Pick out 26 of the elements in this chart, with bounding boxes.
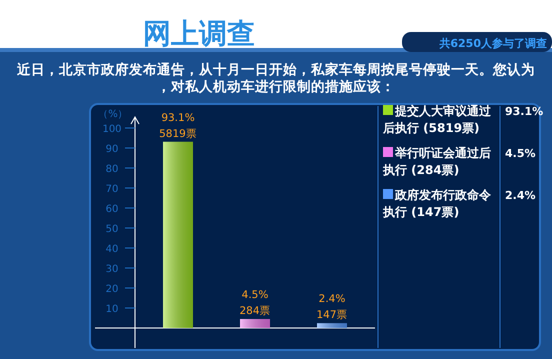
y-tick-label: 10 [106,304,118,315]
text: 4.5% [505,147,536,160]
text: 共6250人参与了调查 [438,37,547,50]
y-tick-label: 80 [106,164,118,175]
data-label: 93.1% [161,112,195,124]
y-tick-label: 30 [106,264,118,275]
annotation: 5819票 [159,128,197,140]
chart-subtitle: 近日，北京市政府发布通告，从十月一日开始，私家车每周按尾号停驶一天。您认为，对私人机动车进行限制的措施应该： [16,61,535,95]
annotation: 284票 [239,305,271,317]
legend-label: 提交人大审议通过后执行 (5819票) [382,104,492,135]
y-tick-label: 40 [106,244,118,255]
y-tick-label: 70 [106,184,118,195]
data-label: 4.5% [242,289,268,301]
data-label: 2.4% [318,293,346,306]
legend-label: 举行听证会通过后执行 (284票) [382,146,491,177]
y-tick-label: 60 [106,204,118,215]
text: 2.4% [505,189,536,202]
chart-title: 网上调查 [143,17,255,50]
y-tick-label: 100 [102,124,122,135]
legend-label: 政府发布行政命令执行 (147票) [382,188,492,219]
y-tick-label: 90 [106,144,118,155]
y-axis-title: （%） [98,109,128,120]
y-tick-label: 50 [106,224,118,235]
annotation: 147票 [316,309,348,322]
text: 93.1% [505,105,544,118]
y-tick-label: 20 [106,284,118,295]
